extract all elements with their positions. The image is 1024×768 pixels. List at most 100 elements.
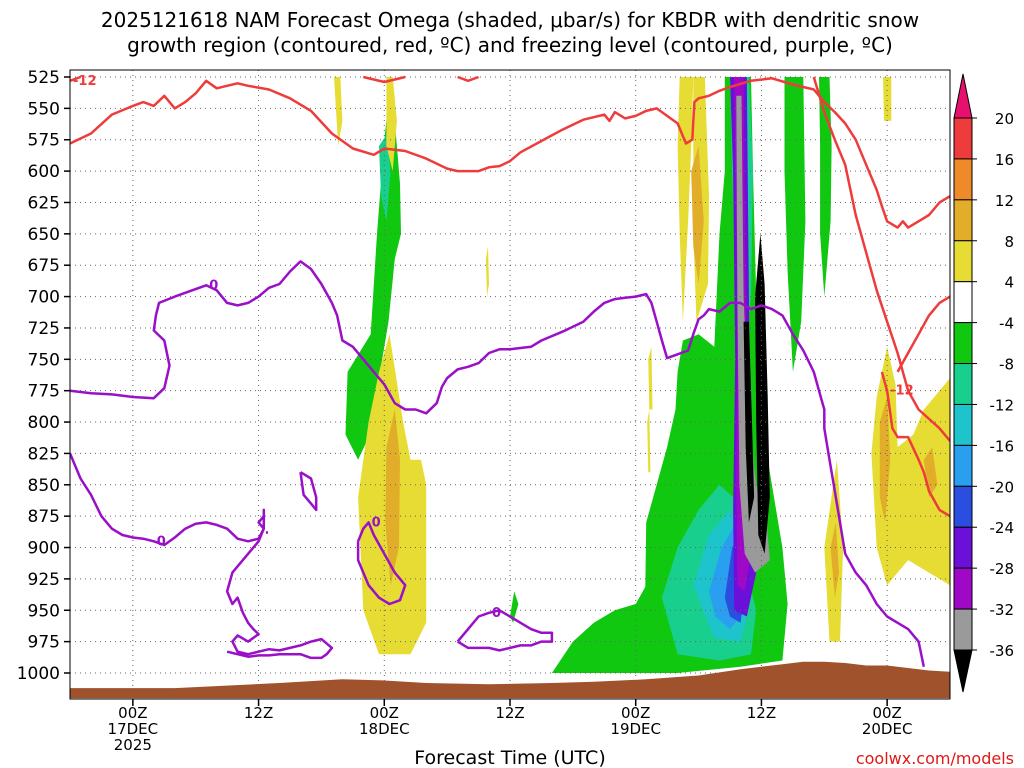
chart-title-line2: growth region (contoured, red, ºC) and f… <box>127 33 893 57</box>
x-tick-label: 19DEC <box>610 720 661 738</box>
terrain-fill <box>70 661 950 699</box>
omega-region-gray <box>736 95 770 573</box>
x-tick-label: 12Z <box>747 704 776 722</box>
colorbar-legend: 20 16 12 8 4 -4 -8 -12 -16 -20 -24 -28 -32 -36 <box>953 73 1015 693</box>
red-contour-line <box>70 75 81 82</box>
credit-text: coolwx.com/models <box>856 749 1014 768</box>
y-tick-label: 1000 <box>17 664 60 684</box>
omega-region-orange <box>385 409 400 586</box>
colorbar-bin <box>953 444 973 487</box>
y-axis: 525 550 575 600 625 650 675 700 725 750 775 800 825 8… <box>17 68 70 684</box>
colorbar-bin <box>953 608 973 651</box>
colorbar-bin <box>953 158 973 201</box>
red-contour-line <box>457 75 480 83</box>
x-tick-label: 17DEC <box>108 720 159 738</box>
red-contour-line <box>363 75 406 84</box>
red-contour-line <box>70 77 950 229</box>
colorbar-label: -32 <box>990 601 1015 619</box>
x-tick-label: 12Z <box>495 704 524 722</box>
y-tick-label: 575 <box>28 131 60 151</box>
omega-region-teal <box>379 133 391 222</box>
omega-region-yellow <box>647 409 651 473</box>
x-tick-label: 12Z <box>244 704 273 722</box>
colorbar-bin <box>953 240 973 283</box>
x-tick-label: 20DEC <box>862 720 913 738</box>
plot-grid <box>70 70 950 699</box>
colorbar-bin <box>953 281 973 324</box>
omega-region-orange <box>691 146 704 284</box>
x-tick-label: 00Z <box>370 704 399 722</box>
red-contour-label: -12 <box>73 74 97 89</box>
dendritic-contours: -12 -12 <box>70 74 950 518</box>
purple-contour-line <box>456 609 554 652</box>
freezing-contours: 0 0 0 0 <box>70 260 926 667</box>
x-tick-label: 2025 <box>114 736 152 754</box>
y-tick-label: 600 <box>28 162 60 182</box>
colorbar-label: -20 <box>990 478 1015 496</box>
colorbar-label: -4 <box>999 315 1014 333</box>
purple-contour-label: 0 <box>209 278 218 293</box>
omega-region-green <box>510 591 519 623</box>
red-contour-line <box>812 76 950 442</box>
purple-contour-line <box>70 452 334 660</box>
omega-region-yellow <box>677 77 694 322</box>
omega-shading <box>334 77 950 673</box>
purple-contour-line <box>70 260 926 667</box>
x-tick-label: 00Z <box>872 704 901 722</box>
y-tick-label: 875 <box>28 507 60 527</box>
colorbar-label: -16 <box>990 437 1015 455</box>
y-tick-label: 775 <box>28 382 60 402</box>
y-tick-label: 800 <box>28 413 60 433</box>
colorbar-label: -8 <box>999 356 1014 374</box>
colorbar-label: 8 <box>1004 233 1014 251</box>
colorbar-label: 12 <box>995 192 1014 210</box>
omega-region-green <box>784 77 806 372</box>
y-tick-label: 925 <box>28 570 60 590</box>
y-tick-label: 700 <box>28 288 60 308</box>
chart-title-line1: 2025121618 NAM Forecast Omega (shaded, μ… <box>101 8 919 32</box>
omega-region-yellow <box>386 77 397 172</box>
omega-region-yellow <box>334 77 343 146</box>
colorbar-bin <box>953 199 973 242</box>
y-tick-label: 900 <box>28 539 60 559</box>
colorbar-bin <box>953 567 973 610</box>
colorbar-bin <box>953 322 973 365</box>
purple-contour-line <box>356 521 407 606</box>
red-contour-line <box>880 371 950 518</box>
omega-region-orange <box>830 522 839 598</box>
omega-region-green <box>551 585 652 673</box>
x-axis-label: Forecast Time (UTC) <box>414 747 605 768</box>
purple-contour-label: 0 <box>492 606 501 621</box>
colorbar-label: 4 <box>1004 274 1014 292</box>
x-tick-label: 18DEC <box>359 720 410 738</box>
purple-contour-line <box>299 471 318 512</box>
y-tick-label: 725 <box>28 319 60 339</box>
colorbar-label: -24 <box>990 519 1015 537</box>
colorbar-label: -36 <box>990 642 1015 660</box>
colorbar-bin <box>953 526 973 569</box>
colorbar-label: 20 <box>995 110 1014 128</box>
purple-contour-label: 0 <box>157 534 166 549</box>
colorbar-label: -28 <box>990 560 1015 578</box>
omega-region-orange <box>879 397 891 523</box>
colorbar-bin <box>953 363 973 405</box>
omega-region-yellow <box>883 77 892 121</box>
omega-region-black <box>755 233 770 554</box>
y-tick-label: 850 <box>28 476 60 496</box>
x-tick-label: 00Z <box>621 704 650 722</box>
purple-contour-label: 0 <box>372 515 381 530</box>
y-tick-label: 650 <box>28 225 60 245</box>
y-tick-label: 675 <box>28 256 60 276</box>
colorbar-bin <box>953 403 973 446</box>
omega-region-green <box>819 77 832 297</box>
red-contour-label: -12 <box>890 384 914 399</box>
omega-region-yellow <box>485 246 489 297</box>
colorbar-bin <box>953 485 973 528</box>
terrain-area <box>70 661 950 699</box>
omega-region-black <box>743 321 755 523</box>
colorbar-label: -12 <box>990 396 1015 414</box>
x-tick-label: 00Z <box>118 704 147 722</box>
colorbar-bin <box>953 117 973 160</box>
